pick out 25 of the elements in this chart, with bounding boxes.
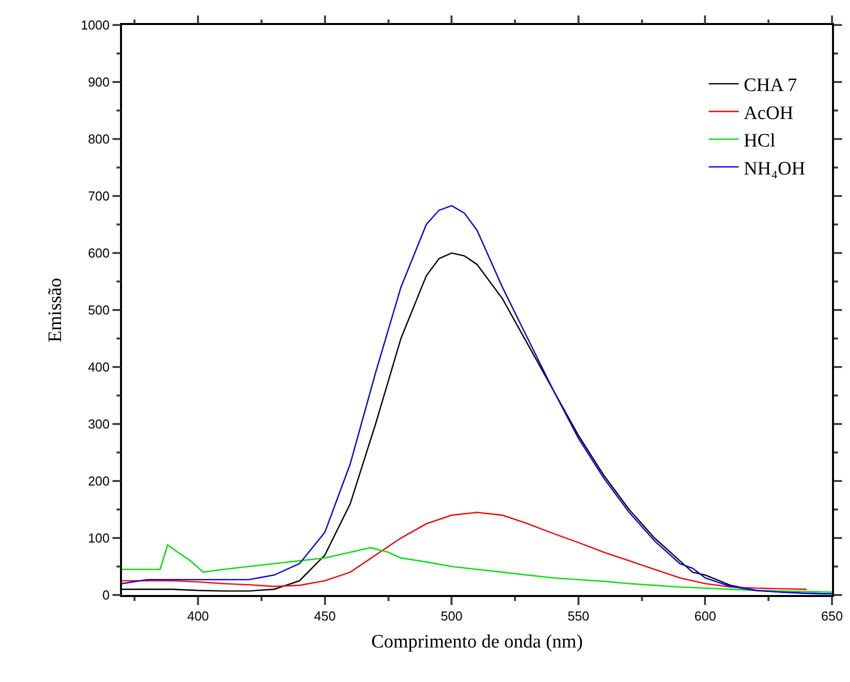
line-series [122,512,808,590]
y-tick-label: 0 [102,588,110,603]
y-tick-label: 300 [88,416,110,432]
y-tick-label: 700 [88,188,110,204]
x-tick-label: 550 [568,608,590,624]
x-tick-label: 600 [694,608,716,624]
legend-label: AcOH [744,102,794,124]
x-tick-label: 650 [821,608,843,624]
y-tick-label: 900 [88,74,110,90]
x-axis-title: Comprimento de onda (nm) [371,632,583,653]
y-tick-label: 1000 [80,18,110,33]
y-tick-label: 100 [88,530,110,546]
x-tick-label: 400 [187,608,209,624]
y-axis-title: Emissão [45,278,66,342]
legend-label: HCl [744,130,776,152]
y-tick-label: 500 [88,302,110,318]
legend-label: CHA 7 [744,75,798,96]
y-tick-label: 800 [88,132,110,147]
y-tick-label: 400 [88,360,110,375]
x-tick-label: 450 [314,608,336,624]
y-tick-label: 200 [88,474,110,489]
y-tick-label: 600 [88,246,110,261]
line-series [122,544,832,593]
x-tick-label: 500 [440,608,462,624]
legend-label: NH₄OH [744,158,806,180]
